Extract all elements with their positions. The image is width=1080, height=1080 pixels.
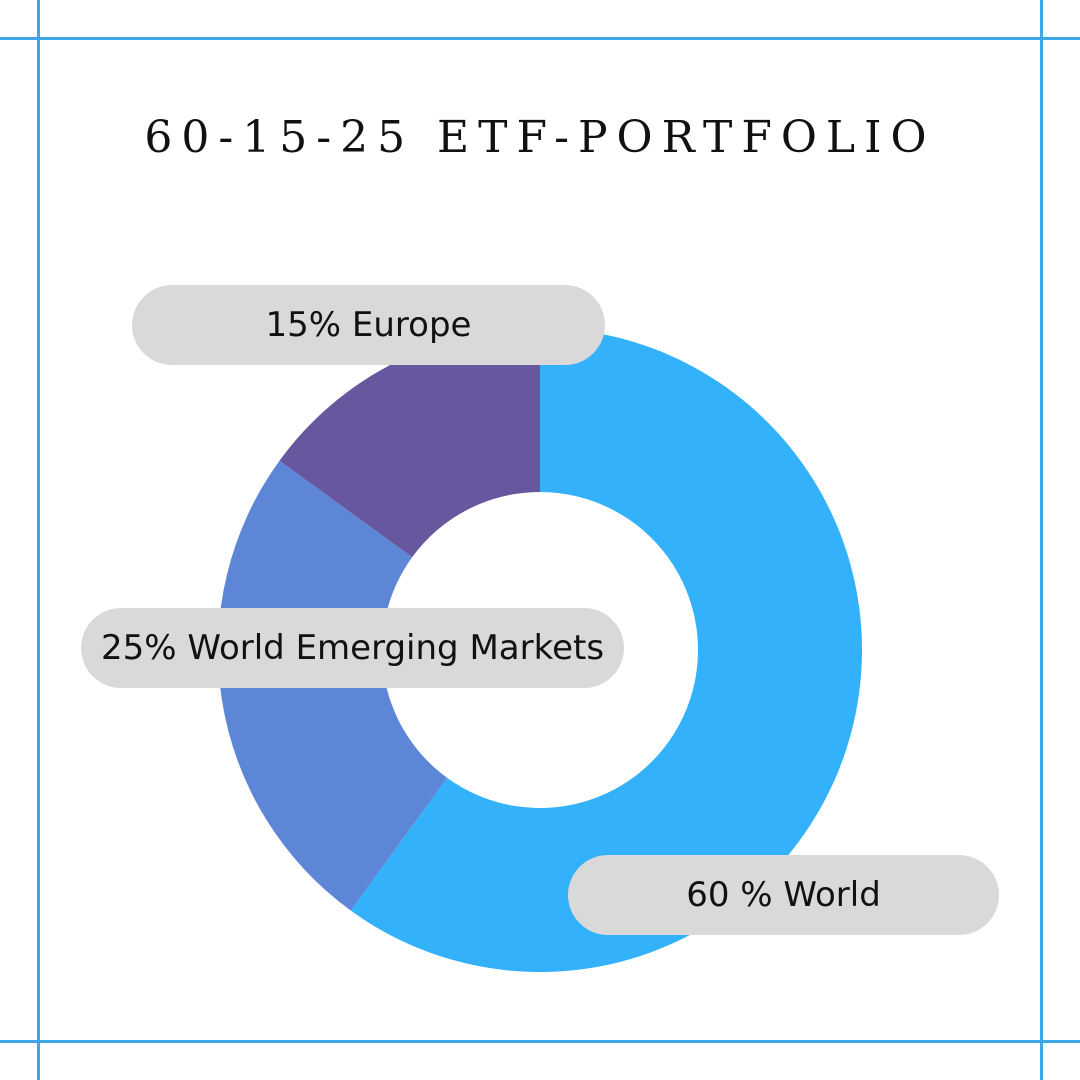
donut-slice-europe bbox=[279, 328, 540, 558]
slice-label-world: 60 % World bbox=[568, 855, 999, 935]
frame-line-left bbox=[37, 0, 40, 1080]
frame-line-right bbox=[1040, 0, 1043, 1080]
chart-title: 60-15-25 ETF-PORTFOLIO bbox=[144, 112, 936, 163]
frame-line-bottom bbox=[0, 1040, 1080, 1043]
slice-label-europe: 15% Europe bbox=[132, 285, 605, 365]
donut-slice-world bbox=[350, 328, 863, 972]
slice-label-emerging-markets: 25% World Emerging Markets bbox=[81, 608, 624, 688]
frame-line-top bbox=[0, 37, 1080, 40]
